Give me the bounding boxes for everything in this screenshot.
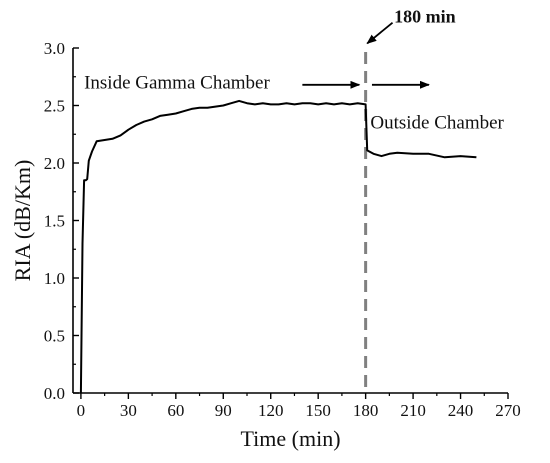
x-tick-label: 30	[120, 401, 137, 420]
y-tick-label: 2.5	[44, 97, 65, 116]
x-tick-label: 150	[305, 401, 331, 420]
x-axis-title: Time (min)	[240, 426, 340, 451]
y-tick-label: 3.0	[44, 39, 65, 58]
annotation-2: 180 min	[394, 7, 456, 27]
y-tick-label: 1.5	[44, 212, 65, 231]
x-tick-label: 210	[400, 401, 426, 420]
x-tick-label: 120	[258, 401, 284, 420]
x-tick-label: 90	[215, 401, 232, 420]
y-tick-label: 0.5	[44, 327, 65, 346]
annotation-1: Outside Chamber	[370, 113, 504, 134]
annotation-arrow-2	[366, 22, 394, 45]
y-tick-label: 2.0	[44, 154, 65, 173]
x-tick-label: 240	[448, 401, 474, 420]
annotation-0: Inside Gamma Chamber	[84, 72, 270, 93]
x-tick-label: 180	[353, 401, 379, 420]
x-tick-label: 0	[77, 401, 86, 420]
y-axis-title: RIA (dB/Km)	[10, 160, 35, 282]
x-tick-label: 60	[167, 401, 184, 420]
x-tick-label: 270	[495, 401, 521, 420]
y-tick-label: 1.0	[44, 269, 65, 288]
y-tick-label: 0.0	[44, 384, 65, 403]
series-line-0	[79, 99, 477, 394]
